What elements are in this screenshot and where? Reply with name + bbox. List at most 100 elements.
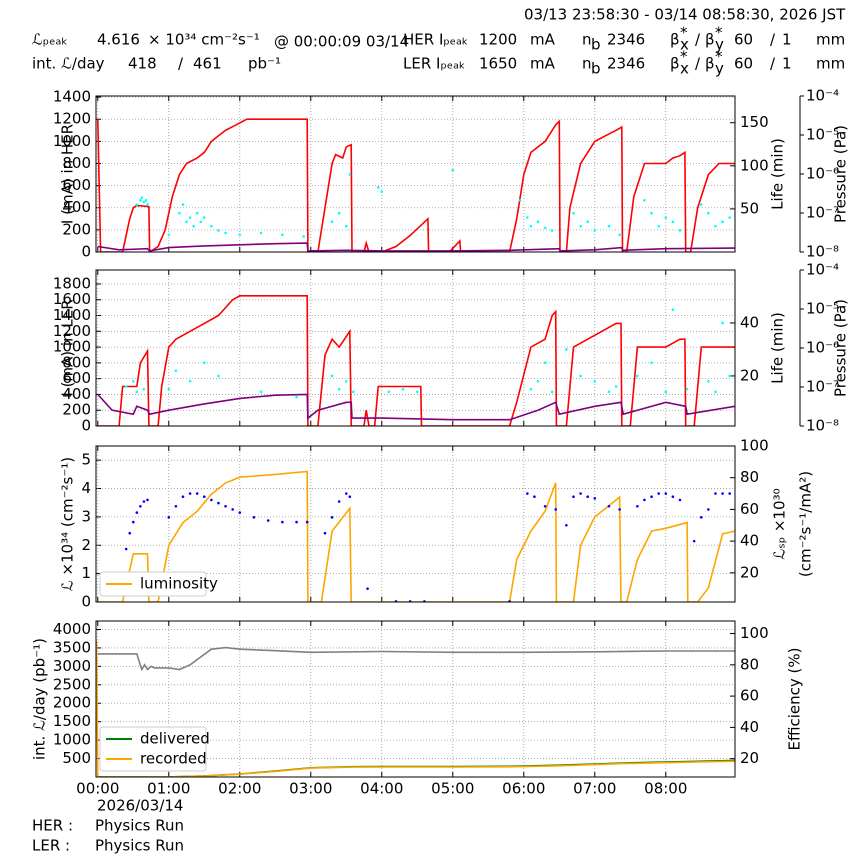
data-point [593,497,597,500]
y2-tick-label: 40 [740,532,759,550]
data-point [636,374,639,378]
data-point [330,220,334,224]
data-point [714,390,717,394]
data-point [146,203,149,206]
y-tick-label: 1400 [53,306,91,324]
data-point [543,226,547,230]
run-mode: Physics Run [95,817,184,835]
header-text: / [770,31,776,49]
data-point [536,379,540,383]
y2-tick-label: 40 [740,718,759,736]
y-axis-label: I (mA) in LER [59,299,77,396]
data-point [586,220,589,224]
data-point [202,495,206,499]
data-point [139,504,142,508]
header-text: y [715,60,724,78]
header-text: mm [816,31,845,49]
legend-label: delivered [140,730,210,748]
data-point [323,531,327,535]
data-point [643,198,646,202]
data-point [128,531,132,535]
header-text: β [670,31,680,49]
ring-label: HER : [32,817,73,835]
y-tick-label: 1000 [53,132,91,150]
y3-tick-label: 10⁻⁴ [806,261,839,279]
header-text: 4.616 [97,31,140,49]
data-point [728,216,731,219]
y-axis-label: I (mA) in HER [59,124,77,224]
data-point [224,231,227,235]
data-point [714,224,717,228]
data-point [135,511,139,514]
x-tick-label: 04:00 [360,780,403,798]
data-point [721,220,724,224]
data-point [366,587,369,590]
data-point [671,308,675,312]
data-point [337,387,341,391]
data-point [451,168,455,172]
y-tick-label: 3000 [53,657,91,675]
header-text: 461 [193,55,222,73]
data-point [167,233,171,237]
data-point [707,379,710,383]
y-tick-label: 200 [62,401,91,419]
data-point [238,511,242,514]
plot-area [97,118,735,252]
y2-tick-label: 100 [740,156,769,174]
y3-tick-label: 10⁻⁷ [806,204,839,222]
header-text: y [715,36,724,54]
y2-axis-label: (cm⁻²s⁻¹/mA²) [797,471,815,577]
data-point [142,200,146,204]
data-point [401,387,405,391]
data-point [231,508,234,511]
data-point [529,224,533,228]
header-text: / [770,55,776,73]
header-text: 1200 [479,31,517,49]
header-text: LER Iₚₑₐₖ [403,55,465,73]
y-tick-label: 600 [62,176,91,194]
data-point [707,211,710,215]
data-point [344,492,348,495]
data-point [529,387,533,391]
header-text: 2346 [607,31,645,49]
data-point [565,348,568,351]
x-tick-label: 06:00 [502,780,545,798]
data-point [124,547,128,551]
data-point [543,504,547,508]
y-tick-label: 1200 [53,110,91,128]
data-point [572,495,575,499]
data-point [259,390,263,394]
header-text: HER Iₚₑₐₖ [403,31,468,49]
y3-tick-label: 10⁻⁵ [806,126,839,144]
y2-axis-label: Efficiency (%) [786,648,804,751]
header-text: / [695,55,701,73]
y2-tick-label: 20 [740,366,759,384]
y-tick-label: 400 [62,198,91,216]
header-text: n [582,31,592,49]
header-text: 60 [734,55,753,73]
y2-axis-label: Life (min) [769,312,787,384]
data-line [97,470,735,602]
data-point [543,361,547,364]
data-point [664,390,668,394]
data-point [238,233,242,237]
data-point [607,224,611,228]
plot-area [97,470,735,602]
y2-tick-label: 80 [740,655,759,673]
x-tick-label: 03:00 [289,780,332,798]
data-line [97,295,735,426]
data-point [295,395,298,399]
y2-tick-label: 40 [740,313,759,331]
y2-tick-label: 100 [740,624,769,642]
y2-tick-label: 60 [740,500,759,518]
data-point [692,539,696,543]
header-text: 1 [782,31,792,49]
data-point [144,198,148,202]
data-point [536,220,540,224]
data-point [678,229,682,232]
data-point [188,492,192,495]
plot-frame [95,620,736,778]
y2-tick-label: 20 [740,563,759,581]
